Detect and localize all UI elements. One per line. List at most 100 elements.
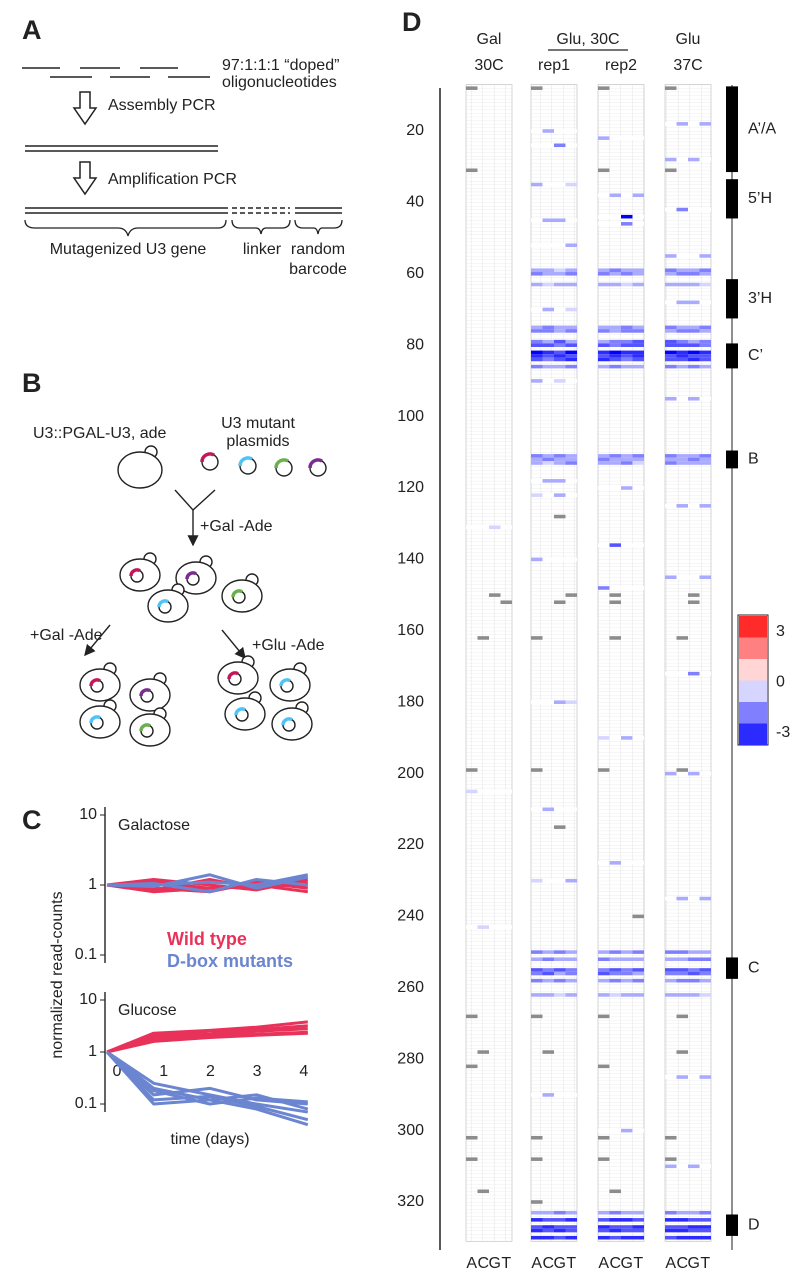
heatmap-cell [665,671,677,676]
colorbar-step [739,616,767,638]
missing-cell [688,600,700,605]
heatmap-cell [699,896,711,901]
heatmap-cell [554,957,566,962]
y-tick-label: 1 [88,1043,97,1060]
heatmap-cell [554,379,566,383]
heatmap-cell [554,350,566,355]
heatmap-cell [609,339,621,344]
region-box [726,343,738,369]
heatmap-cell [621,461,633,465]
heatmap-cell [621,861,633,865]
heatmap-cell [598,329,610,333]
heatmap-cell [542,357,554,362]
missing-cell [466,86,478,90]
heatmap-cell [699,354,711,358]
line [105,1050,308,1106]
base-label: T [700,1255,710,1272]
heatmap-cell [565,461,577,465]
heatmap-cell [688,268,700,273]
heatmap-cell [632,1128,644,1133]
heatmap-cell [665,254,677,258]
heatmap-cell [621,957,633,962]
heatmap-cell [542,950,554,954]
heatmap-cell [665,300,677,305]
heatmap-cell [598,454,610,458]
heatmap-cell [609,461,621,465]
heatmap-cell [632,364,644,369]
region-label: B [748,451,759,468]
heatmap-cell [565,978,577,983]
line [106,1031,308,1054]
heatmap-cell [621,354,633,358]
heatmap-cell [632,329,644,333]
heatmap-cell [565,272,577,276]
heatmap-cell [609,454,621,458]
heatmap-cell [531,268,543,273]
column-header: 30C [474,57,503,74]
heatmap-cell [531,971,543,976]
heatmap-cell [531,182,543,187]
heatmap-cell [676,504,688,508]
step-arrow [72,161,98,196]
region-box [726,279,738,319]
heatmap-cell [665,343,677,347]
heatmap-cell [565,325,577,330]
heatmap-cell [598,1218,610,1222]
heatmap-cell [554,1218,566,1222]
missing-cell [598,768,610,772]
heatmap-cell [688,354,700,358]
heatmap-cell [699,325,711,330]
heatmap-cell [542,1225,554,1229]
heatmap-cell [632,461,644,465]
heatmap-cell [632,1235,644,1240]
heatmap-cell [632,968,644,972]
construct [25,207,342,214]
heatmap-cell [531,282,543,287]
plasmid-insert [238,456,253,467]
heatmap-cell [598,486,610,490]
plasmid-insert [308,458,323,469]
heatmap-cell [632,543,644,547]
region-label: D [748,1216,760,1233]
panel-label: B [22,368,42,398]
y-tick-label: 0.1 [75,1095,97,1112]
heatmap-cell [609,214,621,219]
heatmap-cell [609,736,621,740]
heatmap-cell [688,1228,700,1233]
heatmap-cell [609,993,621,997]
heatmap-cell [609,1128,621,1133]
heatmap-cell [699,1225,711,1229]
heatmap-cell [676,1225,688,1229]
heatmap-cell [542,479,554,483]
heatmap-cell [565,1093,577,1097]
heatmap-cell [699,272,711,276]
heatmap-cell [632,1210,644,1215]
missing-cell [477,1189,489,1194]
heatmap-cell [676,339,688,344]
missing-cell [609,636,621,640]
heatmap-cell [531,218,543,223]
heatmap-cell [531,272,543,276]
heatmap-cell [621,357,633,362]
heatmap-cell [466,925,478,929]
heatmap-cell [688,357,700,362]
heatmap-cell [531,379,543,383]
heatmap-cell [665,1235,677,1240]
heatmap-cell [489,525,501,530]
heatmap-cell [542,307,554,312]
base-label: G [688,1255,700,1272]
missing-cell [466,168,478,173]
heatmap-cell [665,771,677,776]
base-label: T [633,1255,643,1272]
heatmap-cell [554,339,566,344]
heatmap-cell [699,357,711,362]
heatmap-cell [665,122,677,126]
heatmap-cell [598,364,610,369]
heatmap-cell [621,454,633,458]
heatmap-cell [632,214,644,219]
region-box [726,179,738,219]
heatmap-cell [665,207,677,212]
heatmap-cell [665,339,677,344]
heatmap-cell [500,525,512,530]
heatmap-cell [598,1225,610,1229]
